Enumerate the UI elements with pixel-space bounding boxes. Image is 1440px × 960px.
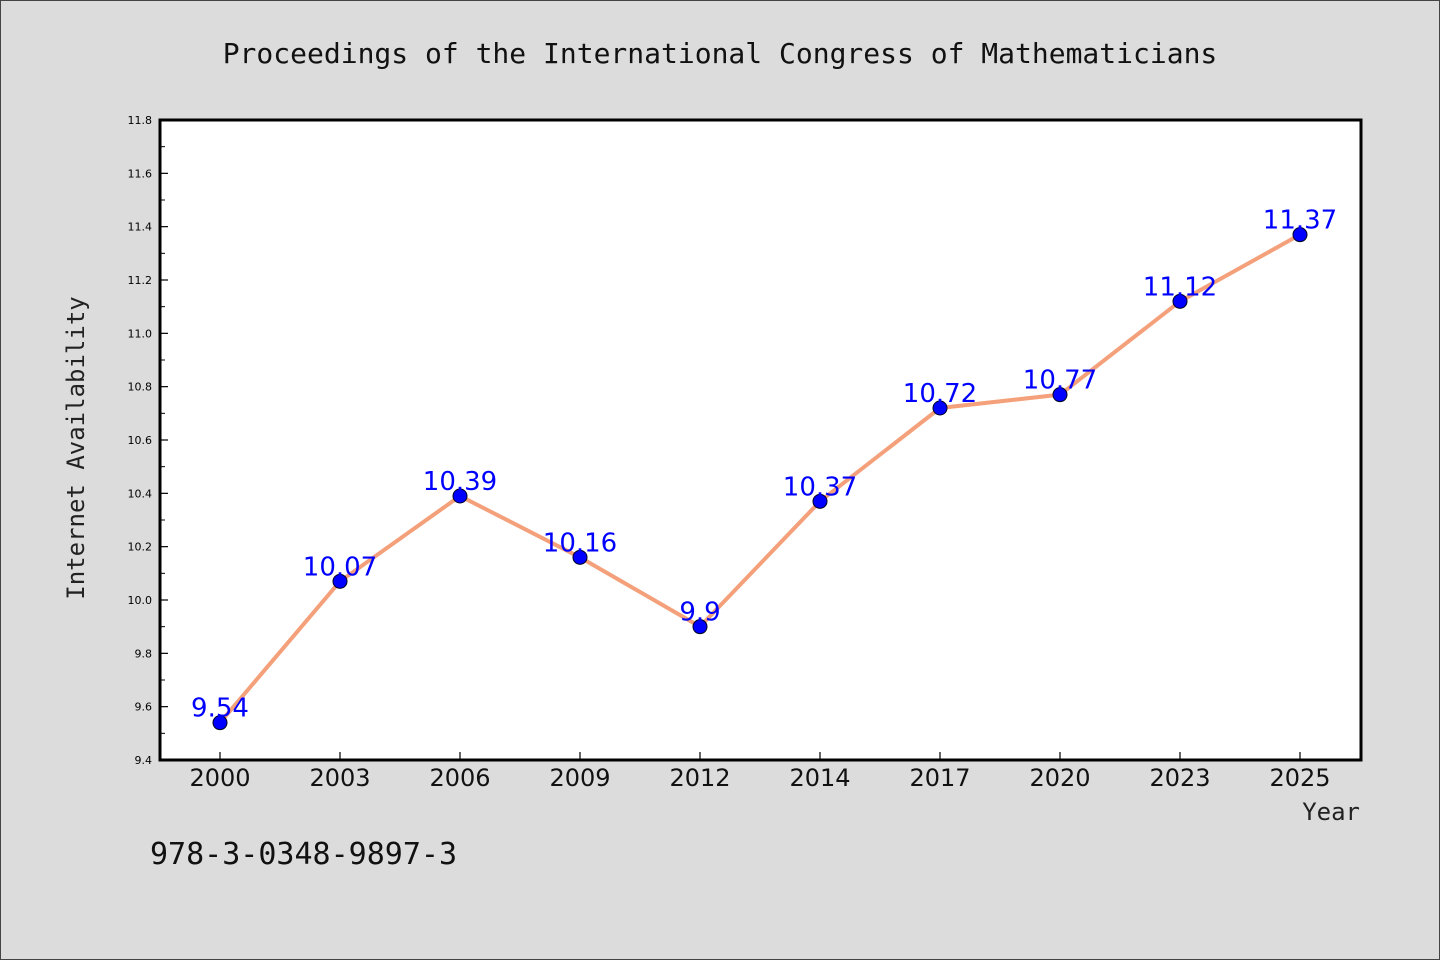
- y-tick-label: 11.0: [128, 327, 153, 340]
- data-point: [1292, 227, 1308, 243]
- y-tick-label: 10.0: [128, 594, 153, 607]
- x-tick-label: 2017: [909, 764, 970, 792]
- data-point: [932, 400, 948, 416]
- x-axis: 2000 2003 2006 2009 2012 2014 2017 2020 2023 2025: [189, 752, 1331, 792]
- y-tick-label: 11.6: [128, 167, 153, 180]
- data-label: 10.37: [783, 472, 857, 502]
- data-label: 10.16: [543, 528, 617, 558]
- x-tick-label: 2009: [549, 764, 610, 792]
- data-point: [1172, 293, 1188, 309]
- series-group: [212, 227, 1308, 731]
- x-tick-label: 2014: [789, 764, 850, 792]
- x-tick-label: 2003: [309, 764, 370, 792]
- data-point: [332, 573, 348, 589]
- y-tick-label: 10.2: [128, 541, 153, 554]
- y-axis-label: Internet Availability: [62, 296, 90, 599]
- series-line: [218, 232, 1302, 725]
- data-point: [452, 488, 468, 504]
- data-label: 11.37: [1263, 206, 1337, 236]
- data-label: 11.12: [1143, 272, 1217, 302]
- y-tick-label: 10.4: [128, 487, 153, 500]
- data-point: [572, 549, 588, 565]
- y-tick-label: 9.4: [135, 754, 153, 767]
- y-tick-label: 11.4: [128, 221, 153, 234]
- plot-area: [158, 118, 1363, 762]
- data-label: 10.72: [903, 379, 977, 409]
- x-tick-label: 2023: [1149, 764, 1210, 792]
- y-tick-label: 10.6: [128, 434, 153, 447]
- y-axis: 9.4 9.6 9.8 10.0 10.2 10.4 10.6 10.8 11.0 11.2 11.…: [128, 114, 168, 767]
- chart-title: Proceedings of the International Congres…: [223, 37, 1218, 70]
- isbn-text: 978-3-0348-9897-3: [150, 837, 457, 872]
- x-tick-label: 2020: [1029, 764, 1090, 792]
- data-label: 9.54: [191, 694, 249, 724]
- data-label: 10.07: [303, 552, 377, 582]
- data-point: [1052, 387, 1068, 403]
- data-labels: 9.54 10.07 10.39 10.16 9.9 10.37 10.72 10.77 11.…: [191, 206, 1337, 724]
- y-tick-label: 10.8: [128, 381, 153, 394]
- data-label: 9.9: [679, 598, 720, 628]
- y-tick-label: 11.2: [128, 274, 153, 287]
- data-label: 10.39: [423, 467, 497, 497]
- x-tick-label: 2025: [1269, 764, 1330, 792]
- data-label: 10.77: [1023, 366, 1097, 396]
- x-tick-label: 2012: [669, 764, 730, 792]
- y-tick-label: 9.8: [135, 647, 153, 660]
- y-tick-label: 11.8: [128, 114, 153, 127]
- data-point: [692, 619, 708, 635]
- x-tick-label: 2006: [429, 764, 490, 792]
- x-axis-label: Year: [1302, 798, 1360, 826]
- data-point: [812, 493, 828, 509]
- x-tick-label: 2000: [189, 764, 250, 792]
- data-point: [212, 715, 228, 731]
- y-tick-label: 9.6: [135, 701, 153, 714]
